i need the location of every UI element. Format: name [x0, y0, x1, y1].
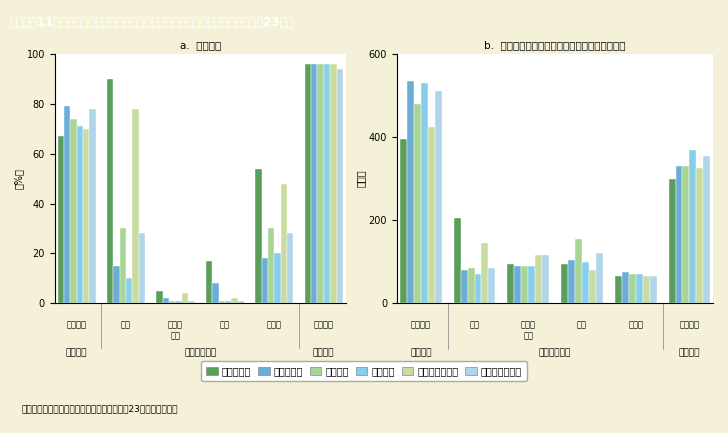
Title: a.  行動者率: a. 行動者率: [180, 41, 221, 51]
Text: 仕事時間: 仕事時間: [411, 320, 431, 330]
Bar: [421, 83, 428, 303]
Bar: [682, 166, 689, 303]
Bar: [636, 274, 643, 303]
Bar: [304, 64, 311, 303]
Bar: [514, 266, 521, 303]
Bar: [629, 274, 636, 303]
Bar: [274, 253, 281, 303]
Bar: [132, 109, 139, 303]
Bar: [542, 255, 549, 303]
Bar: [281, 184, 287, 303]
Bar: [575, 239, 582, 303]
Text: 買い物: 買い物: [266, 320, 282, 330]
Bar: [481, 243, 488, 303]
Bar: [232, 298, 237, 303]
Bar: [182, 293, 189, 303]
Bar: [311, 64, 317, 303]
Bar: [157, 291, 163, 303]
Text: 家事: 家事: [121, 320, 131, 330]
Bar: [261, 258, 268, 303]
Bar: [596, 253, 603, 303]
Text: 自由時間: 自由時間: [678, 349, 700, 358]
Bar: [689, 149, 697, 303]
Bar: [255, 169, 261, 303]
Bar: [90, 109, 96, 303]
Bar: [668, 178, 676, 303]
Text: 自由時間: 自由時間: [679, 320, 700, 330]
Y-axis label: （%）: （%）: [14, 168, 24, 189]
Text: （備考）総務省「社会生活基本調査」（平成23年）より作成。: （備考）総務省「社会生活基本調査」（平成23年）より作成。: [22, 405, 178, 414]
Bar: [212, 283, 218, 303]
Bar: [324, 64, 330, 303]
Text: 育児: 育児: [220, 320, 230, 330]
Bar: [615, 276, 622, 303]
Bar: [114, 266, 119, 303]
Bar: [414, 104, 421, 303]
Bar: [336, 69, 343, 303]
Bar: [58, 136, 64, 303]
Bar: [703, 156, 711, 303]
Bar: [175, 301, 182, 303]
Bar: [330, 64, 336, 303]
Bar: [643, 276, 649, 303]
Bar: [237, 301, 244, 303]
Bar: [163, 298, 169, 303]
Bar: [589, 270, 596, 303]
Bar: [582, 262, 589, 303]
Bar: [697, 168, 703, 303]
Bar: [407, 81, 414, 303]
Bar: [435, 91, 442, 303]
Bar: [119, 229, 126, 303]
Bar: [622, 272, 629, 303]
Text: 家事関連時間: 家事関連時間: [539, 349, 571, 358]
Text: １－特－11図　配偶関係別に見た有業者の時間の使い方の特徴（男女別，平成23年）: １－特－11図 配偶関係別に見た有業者の時間の使い方の特徴（男女別，平成23年）: [9, 16, 294, 29]
Bar: [107, 79, 114, 303]
Bar: [268, 229, 274, 303]
Bar: [287, 233, 293, 303]
Bar: [529, 266, 535, 303]
Bar: [139, 233, 146, 303]
Text: 仕事時間: 仕事時間: [67, 320, 87, 330]
Bar: [126, 278, 132, 303]
Bar: [400, 139, 407, 303]
Bar: [535, 255, 542, 303]
Text: 介護・
看護: 介護・ 看護: [521, 320, 536, 340]
Bar: [428, 127, 435, 303]
Bar: [206, 261, 212, 303]
Bar: [317, 64, 324, 303]
Y-axis label: （分）: （分）: [356, 170, 365, 187]
Bar: [475, 274, 481, 303]
Bar: [561, 264, 568, 303]
Title: b.  １日当たりの行動者平均時間（週全体平均）: b. １日当たりの行動者平均時間（週全体平均）: [484, 41, 626, 51]
Legend: 有配偶女性, 有配偶男性, 未婚女性, 未婚男性, 死別・離別女性, 死別・離別男性: 有配偶女性, 有配偶男性, 未婚女性, 未婚男性, 死別・離別女性, 死別・離別…: [202, 362, 526, 381]
Bar: [649, 276, 657, 303]
Bar: [76, 126, 83, 303]
Text: 仕事時間: 仕事時間: [410, 349, 432, 358]
Text: 家事: 家事: [470, 320, 480, 330]
Bar: [568, 259, 575, 303]
Text: 自由時間: 自由時間: [313, 348, 334, 357]
Bar: [225, 301, 232, 303]
Bar: [507, 264, 514, 303]
Bar: [169, 301, 175, 303]
Bar: [64, 107, 71, 303]
Bar: [71, 119, 76, 303]
Text: 自由時間: 自由時間: [314, 320, 333, 330]
Bar: [676, 166, 682, 303]
Bar: [461, 270, 467, 303]
Text: 介護・
看護: 介護・ 看護: [168, 320, 183, 340]
Text: 家事関連時間: 家事関連時間: [184, 348, 216, 357]
Text: 仕事時間: 仕事時間: [66, 348, 87, 357]
Bar: [467, 268, 475, 303]
Bar: [521, 266, 529, 303]
Bar: [218, 301, 225, 303]
Bar: [83, 129, 90, 303]
Bar: [488, 268, 495, 303]
Bar: [189, 301, 194, 303]
Text: 育児: 育児: [577, 320, 587, 330]
Bar: [454, 218, 461, 303]
Text: 買い物: 買い物: [628, 320, 644, 330]
